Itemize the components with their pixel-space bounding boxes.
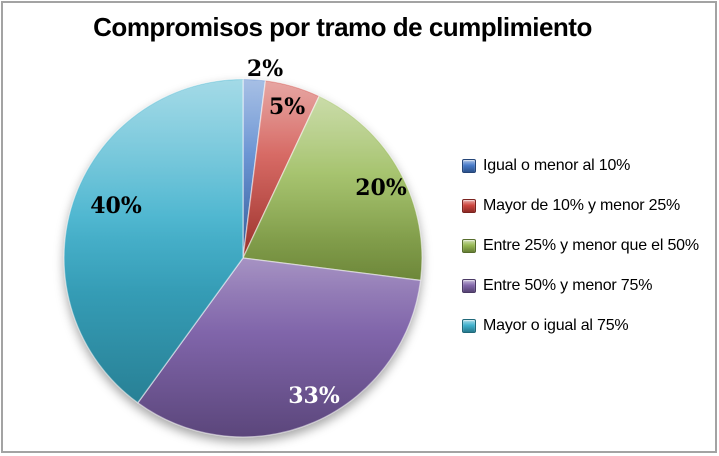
legend-marker-purple-icon bbox=[462, 279, 476, 293]
chart-title: Compromisos por tramo de cumplimiento bbox=[93, 12, 592, 42]
legend-item-4: Mayor o igual al 75% bbox=[462, 306, 699, 346]
legend-label: Entre 25% y menor que el 50% bbox=[483, 237, 699, 254]
legend-label: Mayor de 10% y menor 25% bbox=[483, 197, 681, 214]
legend-item-3: Entre 50% y menor 75% bbox=[462, 266, 699, 306]
legend-marker-red-icon bbox=[462, 199, 476, 213]
legend-marker-green-icon bbox=[462, 239, 476, 253]
legend-label: Entre 50% y menor 75% bbox=[483, 277, 653, 294]
legend-marker-blue-icon bbox=[462, 159, 476, 173]
legend-marker-cyan-icon bbox=[462, 319, 476, 333]
legend-label: Igual o menor al 10% bbox=[483, 157, 631, 174]
legend-item-1: Mayor de 10% y menor 25% bbox=[462, 186, 699, 226]
chart-legend: Igual o menor al 10% Mayor de 10% y meno… bbox=[462, 146, 699, 346]
legend-item-2: Entre 25% y menor que el 50% bbox=[462, 226, 699, 266]
legend-item-0: Igual o menor al 10% bbox=[462, 146, 699, 186]
legend-label: Mayor o igual al 75% bbox=[483, 317, 629, 334]
pie-gloss-highlight bbox=[65, 80, 421, 436]
